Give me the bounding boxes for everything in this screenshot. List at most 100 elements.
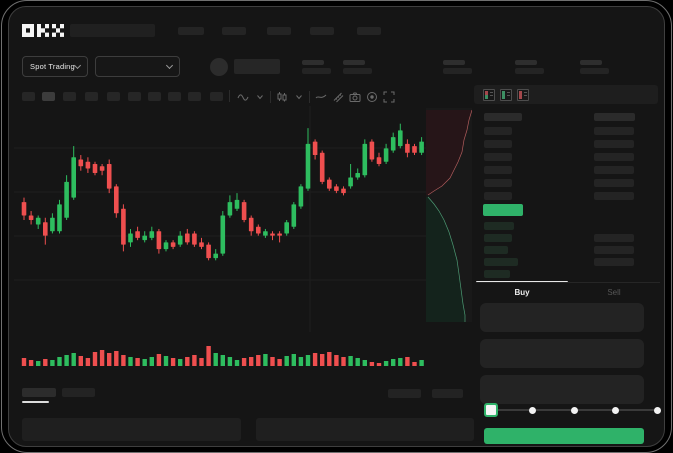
- nav-item-placeholder[interactable]: [222, 27, 246, 35]
- chevron-down-icon[interactable]: [292, 90, 305, 103]
- nav-item-placeholder[interactable]: [357, 27, 381, 35]
- ask-price-placeholder[interactable]: [484, 153, 512, 161]
- bid-amount-placeholder: [594, 234, 634, 242]
- ask-price-placeholder[interactable]: [484, 192, 512, 200]
- candle-body: [398, 130, 403, 147]
- candlestick-chart[interactable]: [14, 106, 470, 368]
- candle-body: [106, 164, 112, 189]
- bid-price-placeholder[interactable]: [484, 270, 510, 278]
- volume-bar: [327, 352, 332, 366]
- order-input-placeholder[interactable]: [480, 303, 644, 332]
- candle-style-icon[interactable]: [275, 90, 288, 103]
- bottom-tab-placeholder[interactable]: [432, 389, 463, 398]
- slider-stop-dot[interactable]: [653, 406, 661, 414]
- volume-bar: [142, 359, 147, 366]
- timeframe-button-placeholder[interactable]: [63, 92, 76, 101]
- pair-selector-dropdown[interactable]: [95, 56, 180, 77]
- bid-price-placeholder[interactable]: [484, 258, 518, 266]
- ask-price-placeholder[interactable]: [484, 127, 512, 135]
- candle-body: [71, 157, 76, 198]
- orderbook-depth-chart[interactable]: [426, 108, 472, 322]
- candle-body: [327, 179, 332, 189]
- amount-slider-handle[interactable]: [484, 403, 498, 417]
- line-tool-icon[interactable]: [314, 90, 327, 103]
- volume-bar: [284, 356, 289, 366]
- candle-body: [177, 235, 183, 245]
- ask-amount-placeholder: [594, 153, 634, 161]
- candle-body: [383, 148, 389, 162]
- fullscreen-icon[interactable]: [382, 90, 395, 103]
- toolbar-divider: [309, 90, 310, 103]
- book-asks-icon[interactable]: [517, 88, 529, 101]
- candle-body: [35, 217, 41, 225]
- tab-sell[interactable]: Sell: [607, 288, 621, 297]
- ask-price-placeholder[interactable]: [484, 140, 512, 148]
- ask-amount-placeholder: [594, 179, 634, 187]
- slider-stop-dot[interactable]: [612, 406, 619, 414]
- app-window: [8, 6, 665, 447]
- candle-body: [78, 159, 84, 167]
- ask-price-placeholder[interactable]: [484, 166, 512, 174]
- timeframe-button-placeholder[interactable]: [188, 92, 201, 101]
- slider-stop-dot[interactable]: [529, 406, 536, 414]
- nav-item-placeholder[interactable]: [267, 27, 291, 35]
- timeframe-button-placeholder[interactable]: [42, 92, 55, 101]
- candle-body: [405, 143, 410, 153]
- timeframe-button-placeholder[interactable]: [210, 92, 223, 101]
- candle-body: [263, 231, 268, 236]
- chevron-down-icon[interactable]: [253, 90, 266, 103]
- candle-body: [192, 233, 197, 245]
- bottom-tab-placeholder[interactable]: [22, 388, 56, 397]
- order-input-placeholder[interactable]: [480, 375, 644, 404]
- stat-label-placeholder: [302, 60, 324, 65]
- market-type-label: Spot Trading: [30, 62, 75, 71]
- camera-icon[interactable]: [348, 90, 361, 103]
- volume-bar: [334, 355, 339, 366]
- nav-item-placeholder[interactable]: [310, 27, 334, 35]
- nav-item-placeholder[interactable]: [178, 27, 204, 35]
- header-search-placeholder[interactable]: [70, 24, 155, 37]
- timeframe-button-placeholder[interactable]: [85, 92, 98, 101]
- last-price-row[interactable]: [483, 204, 523, 216]
- volume-bar: [249, 357, 254, 366]
- candle-body: [241, 202, 247, 220]
- bid-price-placeholder[interactable]: [484, 234, 512, 242]
- candle-body: [284, 222, 289, 234]
- book-combined-icon[interactable]: [483, 88, 495, 101]
- timeframe-button-placeholder[interactable]: [168, 92, 181, 101]
- bottom-tab-placeholder[interactable]: [388, 389, 421, 398]
- bottom-content-panel[interactable]: [22, 418, 241, 441]
- book-bids-icon[interactable]: [500, 88, 512, 101]
- bottom-content-panel[interactable]: [256, 418, 474, 441]
- timeframe-button-placeholder[interactable]: [107, 92, 120, 101]
- timeframe-button-placeholder[interactable]: [22, 92, 35, 101]
- candle-body: [227, 202, 233, 216]
- volume-bar: [291, 354, 296, 366]
- target-icon[interactable]: [365, 90, 378, 103]
- volume-bar: [107, 353, 112, 366]
- candle-body: [213, 253, 218, 259]
- indicator-wave-icon[interactable]: [236, 90, 249, 103]
- bids-depth-area: [426, 197, 465, 322]
- slider-stop-dot[interactable]: [570, 406, 578, 414]
- trade-panel: Buy Sell: [474, 85, 661, 447]
- volume-bar: [220, 355, 225, 366]
- volume-bar: [419, 360, 424, 366]
- timeframe-button-placeholder[interactable]: [148, 92, 161, 101]
- timeframe-button-placeholder[interactable]: [128, 92, 141, 101]
- ask-price-placeholder[interactable]: [484, 179, 512, 187]
- candle-body: [99, 166, 105, 171]
- ruler-icon[interactable]: [331, 90, 344, 103]
- tab-buy[interactable]: Buy: [514, 288, 530, 297]
- volume-bar: [256, 355, 261, 366]
- submit-order-button[interactable]: [484, 428, 644, 444]
- market-type-dropdown[interactable]: Spot Trading: [22, 56, 88, 77]
- bid-price-placeholder[interactable]: [484, 246, 508, 254]
- bottom-tab-placeholder[interactable]: [62, 388, 95, 397]
- candle-body: [348, 177, 353, 187]
- bid-price-placeholder[interactable]: [484, 222, 514, 230]
- order-input-placeholder[interactable]: [480, 339, 644, 368]
- volume-bar: [405, 357, 410, 366]
- volume-bar: [128, 357, 133, 366]
- stat-value-placeholder: [515, 68, 544, 74]
